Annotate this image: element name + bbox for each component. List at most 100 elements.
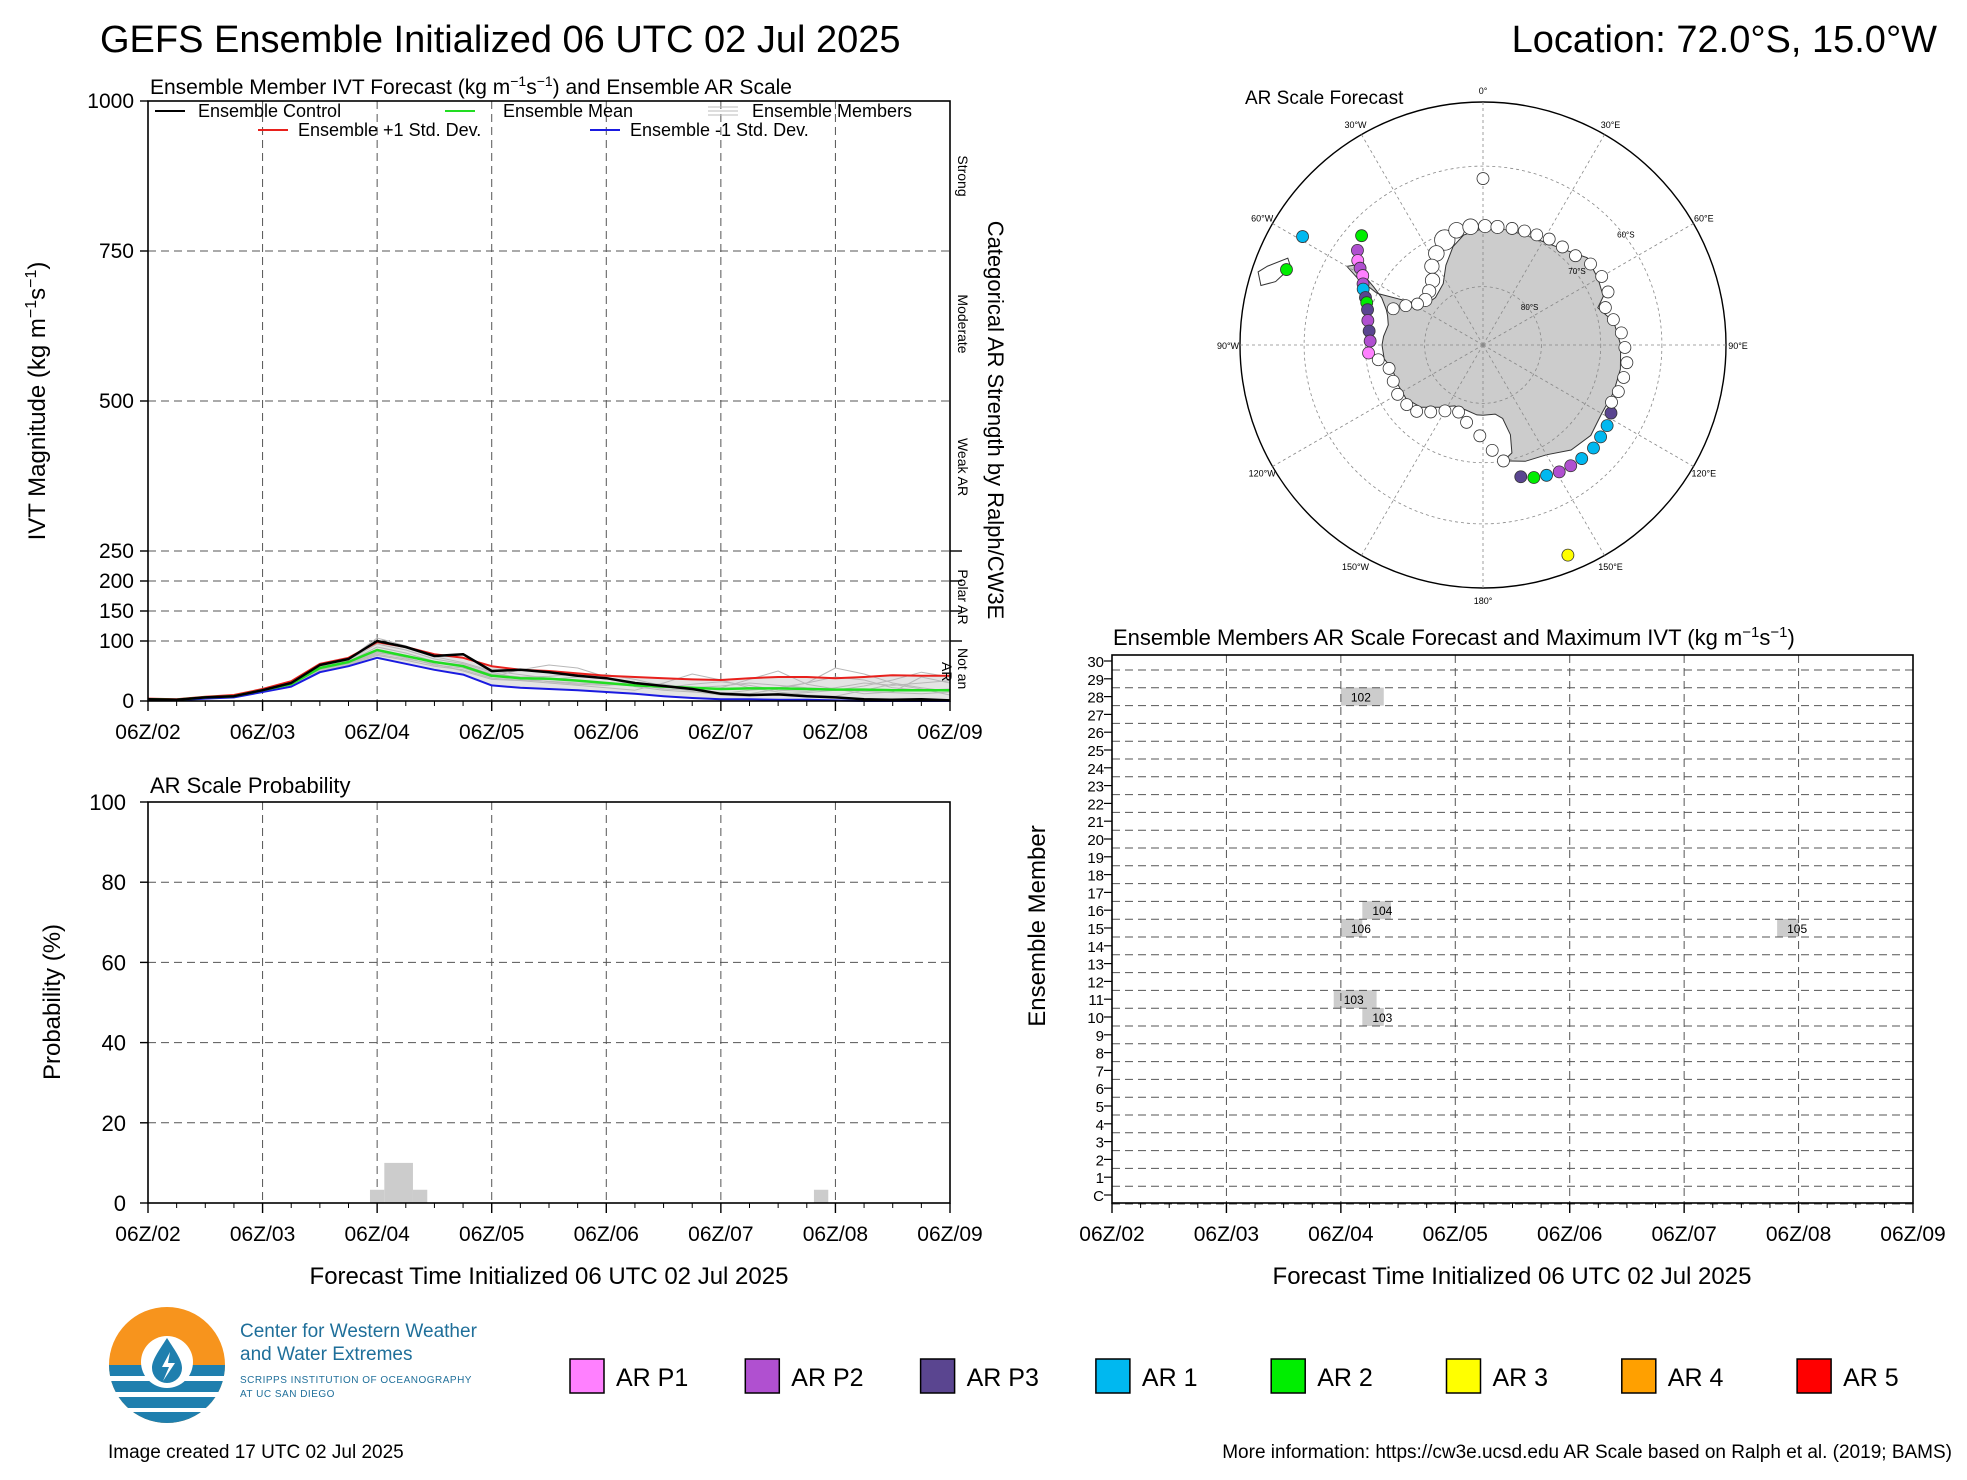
legend-plus-std-label: Ensemble +1 Std. Dev. (298, 120, 481, 140)
map-point (1497, 454, 1510, 468)
map-latitude-label: 70°S (1568, 267, 1585, 276)
map-meridian (1272, 223, 1484, 346)
ivt-x-tick-label: 06Z/09 (917, 721, 982, 744)
ivt-legend: Ensemble Control Ensemble Mean Ensemble … (155, 101, 912, 140)
map-longitude-label: 90°W (1217, 341, 1240, 351)
map-point (1382, 362, 1396, 375)
map-longitude-label: 30°E (1601, 120, 1621, 130)
prob-y-axis-label: Probability (%) (39, 924, 66, 1080)
created-label: Image created 17 UTC 02 Jul 2025 (108, 1442, 404, 1463)
org-sub-line1: SCRIPPS INSTITUTION OF OCEANOGRAPHY (240, 1375, 472, 1386)
mem-y-axis-label: Ensemble Member (1024, 825, 1051, 1026)
map-longitude-label: 30°W (1344, 120, 1367, 130)
map-longitude-label: 120°E (1692, 469, 1717, 479)
legend-swatch-ar-2 (1270, 1358, 1306, 1394)
map-meridian (1361, 344, 1484, 556)
org-name-line2: and Water Extremes (240, 1344, 412, 1365)
prob-x-axis-label: Forecast Time Initialized 06 UTC 02 Jul … (310, 1263, 789, 1290)
map-point (1606, 313, 1620, 327)
mem-cell (1362, 901, 1391, 920)
map-point (1505, 222, 1519, 235)
ivt-x-tick-label: 06Z/03 (230, 721, 295, 744)
prob-y-tick-label: 0 (114, 1191, 126, 1216)
map-point (1552, 465, 1566, 479)
prob-bar (369, 1189, 385, 1203)
legend-label-ar-2: AR 2 (1317, 1364, 1373, 1392)
map-point (1514, 470, 1528, 484)
mem-y-tick-label: 16 (1087, 903, 1104, 920)
mem-cell (1362, 1008, 1384, 1026)
ivt-y-tick-label: 1000 (87, 90, 134, 113)
map-point (1540, 468, 1553, 482)
map-point (1386, 374, 1400, 388)
mem-y-tick-label: 11 (1088, 992, 1104, 1009)
mem-y-tick-label: 9 (1096, 1028, 1104, 1045)
ivt-y-tick-label: 150 (99, 600, 134, 623)
map-longitude-label: 60°E (1694, 214, 1714, 224)
mem-x-tick-label: 06Z/06 (1537, 1223, 1602, 1246)
mem-cell-label: 103 (1372, 1011, 1392, 1025)
mem-y-tick-label: 30 (1087, 654, 1104, 671)
ar-category-legend: AR P1 AR P2 AR P3 AR 1 AR 2 AR 3 AR 4 AR 5 (569, 1358, 1899, 1394)
prob-panel-title: AR Scale Probability (150, 773, 351, 798)
mem-y-tick-label: 19 (1087, 850, 1104, 867)
prob-x-tick-label: 06Z/05 (459, 1223, 524, 1246)
ivt-category-label: AR (939, 662, 955, 681)
legend-label-ar-p3: AR P3 (967, 1364, 1039, 1392)
mem-x-axis-label: Forecast Time Initialized 06 UTC 02 Jul … (1273, 1263, 1752, 1290)
prob-x-tick-label: 06Z/03 (230, 1223, 295, 1246)
mem-cell-label: 103 (1344, 993, 1364, 1007)
map-point (1569, 249, 1582, 263)
mem-x-tick-label: 06Z/07 (1651, 1223, 1716, 1246)
map-point (1424, 258, 1440, 274)
ivt-y-tick-label: 200 (99, 570, 134, 593)
map-latitude-label: 80°S (1521, 303, 1538, 312)
mem-x-tick-label: 06Z/08 (1766, 1223, 1831, 1246)
map-point (1555, 240, 1569, 254)
ivt-y-tick-label: 500 (99, 390, 134, 413)
legend-mean-label: Ensemble Mean (503, 101, 633, 121)
legend-swatch-ar-4 (1621, 1358, 1657, 1394)
members-panel: Ensemble Members AR Scale Forecast and M… (1024, 624, 1946, 1290)
map-point (1448, 222, 1465, 239)
mem-cell (1340, 687, 1384, 706)
legend-label-ar-p1: AR P1 (616, 1364, 688, 1392)
map-point (1542, 232, 1556, 246)
map-longitude-label: 0° (1479, 86, 1488, 96)
prob-bars (369, 1162, 829, 1203)
map-point (1386, 302, 1400, 316)
mem-y-tick-label: 25 (1087, 743, 1104, 760)
map-point (1462, 218, 1479, 235)
mem-y-tick-label: 17 (1087, 885, 1104, 902)
mem-y-tick-label: 28 (1087, 690, 1104, 707)
map-longitude-label: 90°E (1728, 341, 1748, 351)
mem-y-tick-label: 10 (1087, 1010, 1104, 1027)
org-name-line1: Center for Western Weather (240, 1321, 478, 1342)
prob-x-tick-label: 06Z/08 (803, 1223, 868, 1246)
prob-y-tick-label: 60 (102, 950, 126, 975)
mem-y-tick-label: 15 (1087, 921, 1104, 938)
mem-y-tick-label: 7 (1096, 1063, 1104, 1080)
ivt-category-label: Not an (955, 648, 971, 689)
map-point (1410, 404, 1424, 418)
main-title: GEFS Ensemble Initialized 06 UTC 02 Jul … (100, 19, 901, 61)
ivt-x-tick-label: 06Z/05 (459, 721, 524, 744)
mem-x-tick-label: 06Z/02 (1079, 1223, 1144, 1246)
map-meridian (1482, 344, 1605, 556)
ivt-category-label: Polar AR (955, 569, 971, 624)
legend-members-label: Ensemble Members (752, 101, 912, 121)
ivt-minus-std-line (147, 656, 950, 702)
legend-swatch-ar-1 (1095, 1358, 1131, 1394)
mem-cell-label: 105 (1787, 922, 1807, 936)
ivt-category-label: Strong (955, 155, 971, 196)
more-info-label: More information: https://cw3e.ucsd.edu … (1222, 1442, 1952, 1463)
mem-y-tick-label: 27 (1087, 707, 1104, 724)
legend-minus-std-label: Ensemble -1 Std. Dev. (630, 120, 809, 140)
map-point (1362, 346, 1375, 360)
map-point (1527, 471, 1541, 484)
location-label: Location: 72.0°S, 15.0°W (1512, 19, 1938, 61)
map-latitude-circle (1424, 286, 1542, 404)
map-point (1594, 430, 1607, 444)
map-point (1280, 263, 1293, 276)
